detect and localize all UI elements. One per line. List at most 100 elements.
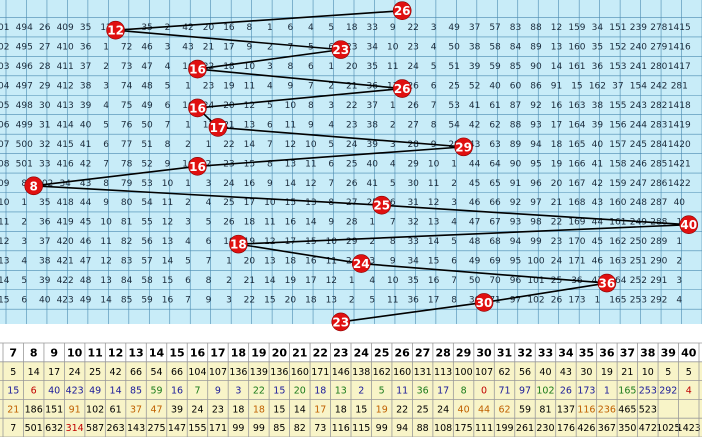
grid-cell-value: 2	[369, 237, 375, 247]
grid-cell-value: 35	[592, 43, 603, 53]
trend-segment	[483, 282, 608, 304]
grid-cell-value: 3	[676, 276, 682, 286]
grid-cell-value: 10	[285, 101, 297, 111]
grid-cell-value: 13	[0, 257, 9, 267]
footer-cell: 40	[458, 404, 470, 415]
grid-cell-value: 12	[305, 179, 316, 189]
grid-cell-value: 241	[630, 62, 647, 72]
trend-ball: 18	[229, 234, 248, 254]
grid-cell-value: 38	[39, 257, 51, 267]
grid-cell-value: 26	[346, 179, 358, 189]
grid-cell-value: 20	[551, 179, 563, 189]
grid-cell-value: 2	[21, 218, 27, 228]
grid-cell-value: 37	[367, 101, 378, 111]
grid-cell-value: 13	[244, 120, 255, 130]
grid-cell-value: 7	[451, 276, 457, 286]
grid-cell-value: 82	[121, 237, 132, 247]
grid-cell-value: 413	[57, 101, 74, 111]
footer-header-cell: 18	[231, 347, 246, 360]
grid-cell-value: 161	[609, 218, 626, 228]
grid-cell-value: 243	[630, 101, 647, 111]
footer-cell: 6	[31, 386, 37, 397]
grid-cell-value: 81	[121, 218, 132, 228]
grid-cell-value: 16	[182, 159, 194, 169]
footer-cell: 523	[639, 404, 657, 415]
trend-segment	[217, 126, 464, 148]
grid-cell-value: 9	[308, 120, 314, 130]
grid-cell-value: 291	[650, 276, 667, 286]
grid-cell-value: 1	[103, 43, 109, 53]
grid-cell-value: 102	[527, 295, 544, 305]
grid-cell-value: 5	[390, 179, 396, 189]
footer-cell: 19	[376, 404, 388, 415]
grid-cell-value: 249	[630, 218, 647, 228]
grid-cell-value: 7	[206, 257, 212, 267]
trend-ball-label: 18	[230, 238, 247, 252]
footer-cell: 24	[437, 404, 449, 415]
grid-cell-value: 12	[244, 101, 255, 111]
grid-cell-value: 17	[305, 276, 316, 286]
grid-cell-value: 12	[285, 140, 296, 150]
grid-cell-value: 60	[510, 82, 522, 92]
grid-cell-value: 40	[39, 295, 51, 305]
footer-cell: 4	[686, 386, 692, 397]
grid-cell-value: 3	[103, 82, 109, 92]
grid-cell-value: 6	[390, 198, 396, 208]
grid-cell-value: 15	[244, 159, 255, 169]
grid-cell-value: 36	[407, 295, 419, 305]
grid-cell-value: 6	[103, 140, 109, 150]
grid-cell-value: 10	[305, 140, 317, 150]
grid-cell-value: 23	[346, 120, 357, 130]
footer-cell: 54	[150, 367, 162, 378]
grid-cell-value: 281	[671, 82, 688, 92]
footer-cell: 17	[314, 404, 326, 415]
footer-cell: 7	[194, 386, 200, 397]
grid-cell-value: 170	[568, 237, 585, 247]
footer-cell: 23	[212, 404, 224, 415]
grid-cell-value: 11	[100, 237, 111, 247]
grid-cell-value: 34	[367, 43, 379, 53]
footer-cell: 146	[332, 367, 350, 378]
trend-ball: 17	[208, 118, 228, 137]
grid-cell-value: 18	[551, 140, 563, 150]
cell-values: 0149426409351235242201681645183392234937…	[0, 23, 691, 305]
footer-cell: 102	[536, 386, 554, 397]
footer-header-cell: 39	[661, 347, 676, 360]
grid-cell-value: 01	[0, 23, 9, 33]
trend-ball: 40	[679, 215, 699, 234]
footer-header-cell: 33	[538, 347, 553, 360]
grid-cell-value: 62	[489, 120, 500, 130]
footer-cell: 138	[352, 367, 370, 378]
grid-cell-value: 4	[328, 120, 334, 130]
trend-ball-circle	[331, 312, 351, 332]
grid-cell-value: 163	[568, 101, 585, 111]
grid-cell-value: 4	[206, 198, 212, 208]
grid-cell-value: 17	[551, 120, 562, 130]
grid-cell-value: 1	[369, 218, 375, 228]
grid-cell-value: 165	[568, 140, 585, 150]
trend-segment	[197, 68, 403, 90]
grid-cell-value: 282	[650, 101, 667, 111]
grid-cell-value: 84	[121, 276, 133, 286]
trend-segment	[33, 184, 382, 207]
footer-cell: 88	[417, 423, 429, 434]
trend-segment	[197, 87, 403, 109]
footer-cell: 131	[414, 367, 432, 378]
footer-cell: 116	[577, 404, 595, 415]
grid-cell-value: 31	[39, 120, 50, 130]
grid-cell-value: 39	[39, 276, 51, 286]
grid-cell-value: 30	[39, 101, 51, 111]
grid-cell-value: 24	[346, 140, 358, 150]
trend-ball-circle	[106, 20, 125, 40]
trend-ball-circle	[331, 40, 351, 59]
grid-cell-value: 25	[346, 159, 357, 169]
grid-cell-value: 06	[0, 120, 10, 130]
grid-cell-value: 500	[16, 140, 33, 150]
trend-segment	[115, 29, 341, 51]
footer-cell: 186	[25, 404, 43, 415]
grid-cell-value: 9	[206, 295, 212, 305]
grid-cell-value: 10	[264, 198, 276, 208]
footer-cell: 66	[171, 367, 183, 378]
grid-cell-value: 21	[244, 276, 255, 286]
